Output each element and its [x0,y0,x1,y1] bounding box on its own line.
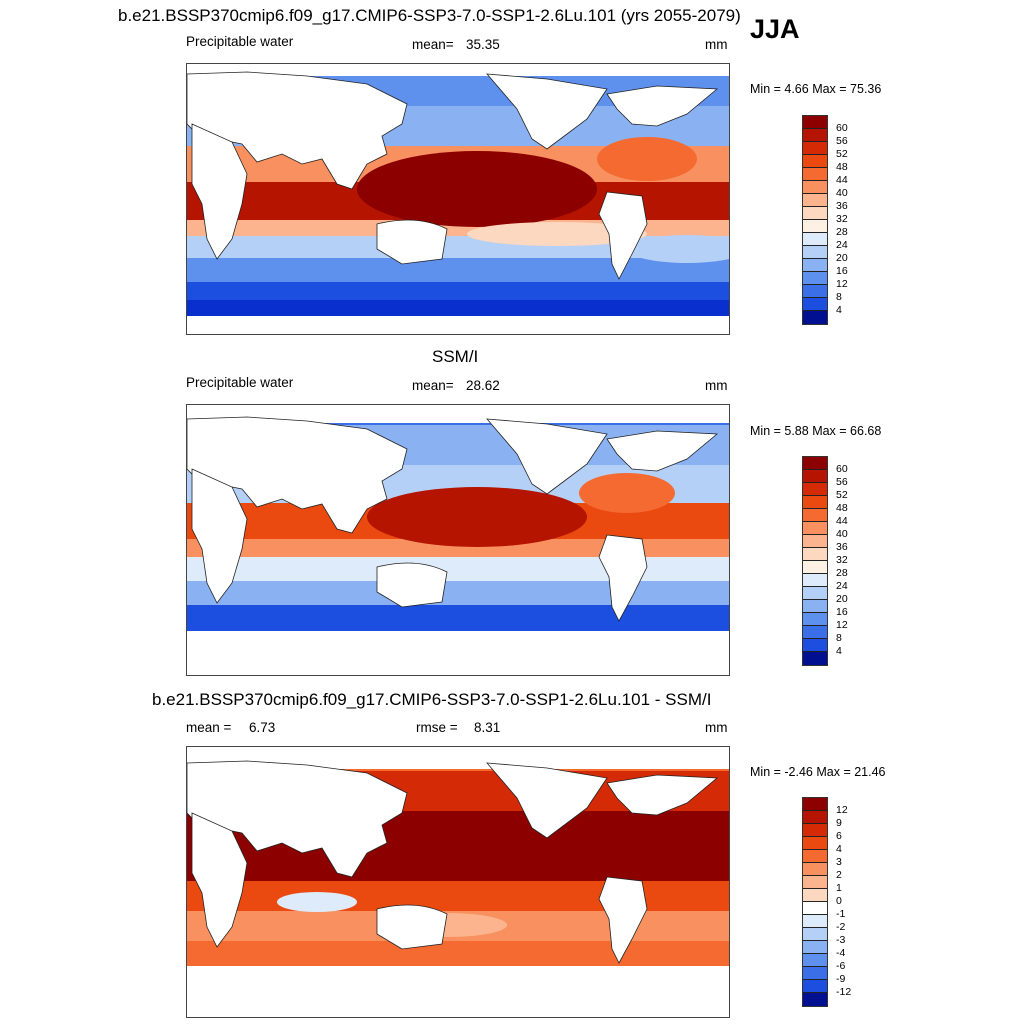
panel-obs-colorbar [802,456,828,666]
panel-diff-map [186,746,730,1018]
colorbar-tick: 52 [836,489,848,501]
panel-model-minmax: Min = 4.66 Max = 75.36 [750,82,882,96]
panel-model-colorbar-ticks: 60 56 52 48 44 40 36 32 28 24 20 16 12 8… [802,115,872,330]
colorbar-tick: 40 [836,187,848,199]
colorbar-tick: 48 [836,502,848,514]
panel-diff-mean-value: 6.73 [249,720,276,735]
panel-model-mean-value: 35.35 [466,37,500,52]
colorbar-tick: 4 [836,843,842,855]
panel-diff-title: b.e21.BSSP370cmip6.f09_g17.CMIP6-SSP3-7.… [152,690,712,709]
colorbar-tick: 24 [836,580,848,592]
panel-obs-map [186,404,730,676]
panel-diff-colorbar-ticks: 12 9 6 4 3 2 1 0 -1 -2 -3 -4 -6 -9 -12 [802,797,872,1012]
colorbar-tick: -12 [836,986,852,998]
panel-obs-mean-value: 28.62 [466,378,500,393]
colorbar-tick: 28 [836,226,848,238]
colorbar-tick: 44 [836,174,848,186]
colorbar-tick: 4 [836,304,842,316]
panel-obs-title: SSM/I [432,347,479,366]
colorbar-tick: 20 [836,252,848,264]
panel-diff-mean-label: mean = [186,720,232,735]
colorbar-tick: 3 [836,856,842,868]
colorbar-tick: 56 [836,135,848,147]
colorbar-tick: 52 [836,148,848,160]
panel-diff-rmse-value: 8.31 [474,720,501,735]
panel-diff-minmax: Min = -2.46 Max = 21.46 [750,765,886,779]
colorbar-tick: -3 [836,934,846,946]
colorbar-tick: 56 [836,476,848,488]
colorbar-tick: 48 [836,161,848,173]
colorbar-tick: 28 [836,567,848,579]
colorbar-tick: 8 [836,632,842,644]
colorbar-tick: 1 [836,882,842,894]
colorbar-tick: -6 [836,960,846,972]
figure-title: b.e21.BSSP370cmip6.f09_g17.CMIP6-SSP3-7.… [118,6,741,25]
colorbar-tick: -4 [836,947,846,959]
panel-model-variable: Precipitable water [186,34,294,49]
panel-obs-variable: Precipitable water [186,375,294,390]
colorbar-tick: 36 [836,541,848,553]
colorbar-tick: 60 [836,463,848,475]
colorbar-tick: -1 [836,908,846,920]
colorbar-tick: 8 [836,291,842,303]
colorbar-tick: 16 [836,606,848,618]
panel-model-colorbar [802,115,828,325]
panel-obs-mean-label: mean= [412,378,454,393]
colorbar-tick: 4 [836,645,842,657]
colorbar-tick: 24 [836,239,848,251]
colorbar-tick: 44 [836,515,848,527]
panel-model-units: mm [705,37,728,52]
colorbar-tick: 2 [836,869,842,881]
colorbar-tick: 40 [836,528,848,540]
panel-obs-colorbar-ticks: 60 56 52 48 44 40 36 32 28 24 20 16 12 8… [802,456,872,671]
colorbar-tick: -9 [836,973,846,985]
colorbar-tick: 12 [836,278,848,290]
colorbar-tick: 32 [836,213,848,225]
colorbar-tick: 32 [836,554,848,566]
panel-model-mean-label: mean= [412,37,454,52]
colorbar-tick: 60 [836,122,848,134]
season-label: JJA [750,14,800,44]
panel-diff-rmse-label: rmse = [416,720,458,735]
colorbar-tick: 16 [836,265,848,277]
panel-obs-units: mm [705,378,728,393]
panel-diff-units: mm [705,720,728,735]
colorbar-tick: 36 [836,200,848,212]
colorbar-tick: 12 [836,619,848,631]
colorbar-tick: 9 [836,817,842,829]
colorbar-tick: -2 [836,921,846,933]
panel-diff-colorbar [802,797,828,1007]
panel-obs-minmax: Min = 5.88 Max = 66.68 [750,424,882,438]
colorbar-tick: 20 [836,593,848,605]
panel-model-map [186,63,730,335]
colorbar-tick: 0 [836,895,842,907]
colorbar-tick: 6 [836,830,842,842]
colorbar-tick: 12 [836,804,848,816]
